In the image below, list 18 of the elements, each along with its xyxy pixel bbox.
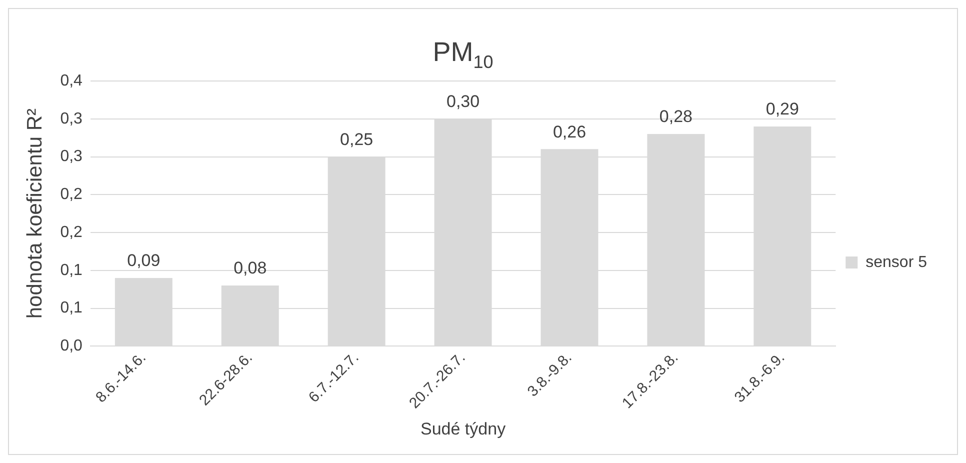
y-tick-label: 0,2 — [60, 186, 83, 204]
y-tick-label: 0,4 — [60, 72, 83, 90]
data-label: 0,28 — [659, 107, 692, 126]
data-label: 0,09 — [127, 251, 160, 270]
y-tick-label: 0,1 — [60, 300, 83, 317]
legend-label: sensor 5 — [866, 254, 928, 271]
y-tick-label: 0,0 — [60, 338, 83, 355]
data-label: 0,26 — [552, 122, 586, 142]
y-tick-label: 0,3 — [60, 110, 83, 128]
x-axis-title: Sudé týdny — [420, 419, 506, 438]
y-axis-title: hodnota koeficientu R² — [23, 108, 46, 319]
data-label: 0,30 — [446, 92, 480, 112]
data-label: 0,25 — [340, 130, 374, 149]
data-label: 0,08 — [234, 258, 267, 278]
y-tick-label: 0,2 — [60, 224, 83, 241]
y-tick-label: 0,3 — [60, 148, 83, 166]
y-tick-label: 0,1 — [60, 262, 83, 279]
data-label: 0,29 — [766, 100, 799, 119]
